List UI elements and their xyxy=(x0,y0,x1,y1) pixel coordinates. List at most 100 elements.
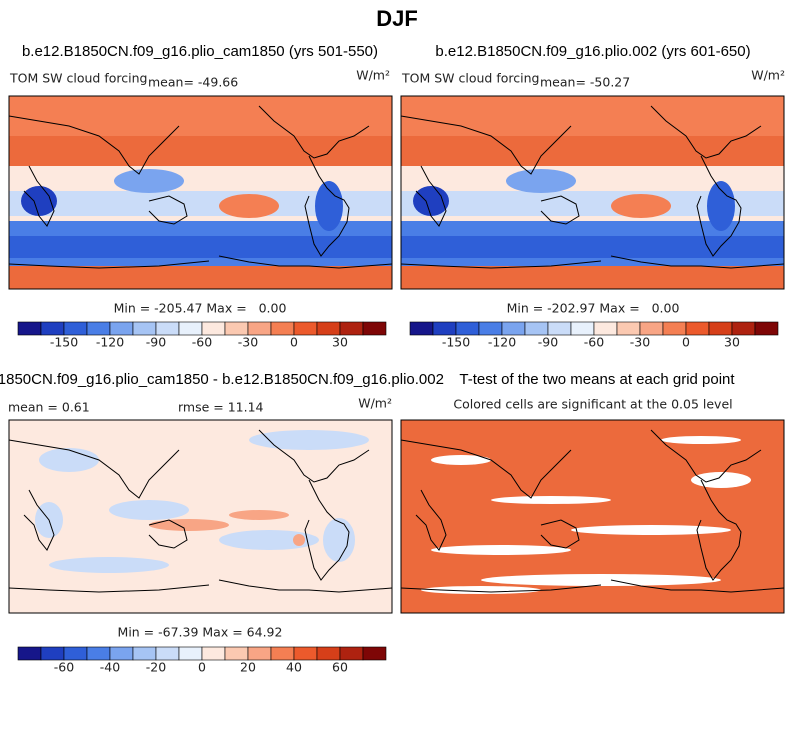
map-frame xyxy=(8,419,393,614)
colorbar-cell xyxy=(339,646,364,661)
colorbar-label: 30 xyxy=(332,335,348,350)
colorbar-cell xyxy=(201,321,226,336)
map-blob xyxy=(149,519,229,531)
colorbar-cell xyxy=(362,646,387,661)
panel-stats: Min = -67.39 Max = 64.92 xyxy=(118,625,283,640)
coastline xyxy=(148,195,188,225)
colorbar-cell xyxy=(86,321,111,336)
colorbar-label: -120 xyxy=(488,335,516,350)
panel-title: b.e12.B1850CN.f09_g16.plio_cam1850 (yrs … xyxy=(22,43,378,60)
map-blob xyxy=(229,510,289,520)
coastline xyxy=(650,429,762,483)
map-blob xyxy=(219,530,319,550)
coastline xyxy=(610,255,785,269)
colorbar-cell xyxy=(224,646,249,661)
map-blob xyxy=(707,181,735,231)
colorbar-label: 60 xyxy=(332,660,348,675)
coastline xyxy=(148,519,188,549)
colorbar-cell xyxy=(708,321,733,336)
map-blob xyxy=(661,436,741,444)
colorbar-cell xyxy=(293,646,318,661)
colorbar-cell xyxy=(662,321,687,336)
coastline xyxy=(258,105,370,159)
map-blob xyxy=(421,586,541,594)
colorbar-cell xyxy=(63,646,88,661)
colorbar-label: -30 xyxy=(630,335,650,350)
colorbar-cell xyxy=(455,321,480,336)
map-blob xyxy=(114,169,184,193)
coastline xyxy=(415,489,447,551)
colorbar-label: -120 xyxy=(96,335,124,350)
coastline xyxy=(540,195,580,225)
map-blob xyxy=(49,557,169,573)
colorbar-cell xyxy=(178,646,203,661)
map-blob xyxy=(571,525,731,535)
map-band xyxy=(9,266,392,289)
coastline xyxy=(8,584,210,593)
colorbar-cell xyxy=(63,321,88,336)
colorbar-cell xyxy=(754,321,779,336)
map-blob xyxy=(249,430,369,450)
map-blob xyxy=(219,194,279,218)
map-blob xyxy=(611,194,671,218)
colorbar-label: 0 xyxy=(682,335,690,350)
coastline xyxy=(400,439,572,499)
map-frame xyxy=(8,95,393,290)
colorbar-cell xyxy=(270,321,295,336)
colorbar-cell xyxy=(639,321,664,336)
colorbar-label: 20 xyxy=(240,660,256,675)
colorbar-cell xyxy=(593,321,618,336)
colorbar-cell xyxy=(616,321,641,336)
coastline xyxy=(400,260,602,269)
colorbar-label: -60 xyxy=(584,335,604,350)
colorbar-cell xyxy=(247,646,272,661)
map-band xyxy=(401,266,784,289)
colorbar-cell xyxy=(155,646,180,661)
map-band xyxy=(9,236,392,258)
panel-title: b.e12.B1850CN.f09_g16.plio_cam1850 - b.e… xyxy=(0,371,444,388)
map-frame xyxy=(400,419,785,614)
colorbar-cell xyxy=(570,321,595,336)
panel-subtitle: Colored cells are significant at the 0.0… xyxy=(453,397,732,412)
panel-label: TOM SW cloud forcing xyxy=(9,71,147,86)
map-frame xyxy=(400,95,785,290)
coastline xyxy=(8,115,180,175)
panel-title: b.e12.B1850CN.f09_g16.plio.002 (yrs 601-… xyxy=(435,43,750,60)
colorbar-label: 0 xyxy=(290,335,298,350)
map-blob xyxy=(431,455,491,465)
colorbar-cell xyxy=(409,321,434,336)
panel-mean: mean= -50.27 xyxy=(540,75,630,90)
map-blob xyxy=(293,534,305,546)
colorbar-label: 30 xyxy=(724,335,740,350)
colorbar-cell xyxy=(224,321,249,336)
map-blob xyxy=(481,574,721,586)
coastline xyxy=(610,579,785,593)
colorbar-cell xyxy=(17,646,42,661)
colorbar-cell xyxy=(155,321,180,336)
panel-units: W/m² xyxy=(751,68,785,83)
coastline xyxy=(23,165,55,227)
colorbar-cell xyxy=(524,321,549,336)
colorbar-cell xyxy=(40,321,65,336)
colorbar-label: -60 xyxy=(192,335,212,350)
panel-stats: Min = -202.97 Max = 0.00 xyxy=(507,301,680,316)
coastline xyxy=(258,429,370,483)
colorbar-label: -90 xyxy=(146,335,166,350)
coastline xyxy=(540,519,580,549)
coastline xyxy=(415,165,447,227)
map-blob xyxy=(413,186,449,216)
maps xyxy=(8,95,785,614)
panel-stats: Min = -205.47 Max = 0.00 xyxy=(114,301,287,316)
coastline xyxy=(304,479,350,581)
colorbar-label: -150 xyxy=(50,335,78,350)
colorbar-cell xyxy=(731,321,756,336)
colorbar-cell xyxy=(362,321,387,336)
panel-title: T-test of the two means at each grid poi… xyxy=(459,371,735,388)
map-blob xyxy=(431,545,571,555)
colorbar-label: 40 xyxy=(286,660,302,675)
colorbar-cell xyxy=(339,321,364,336)
colorbar-cell xyxy=(17,321,42,336)
colorbar-cell xyxy=(40,646,65,661)
map-blob xyxy=(315,181,343,231)
